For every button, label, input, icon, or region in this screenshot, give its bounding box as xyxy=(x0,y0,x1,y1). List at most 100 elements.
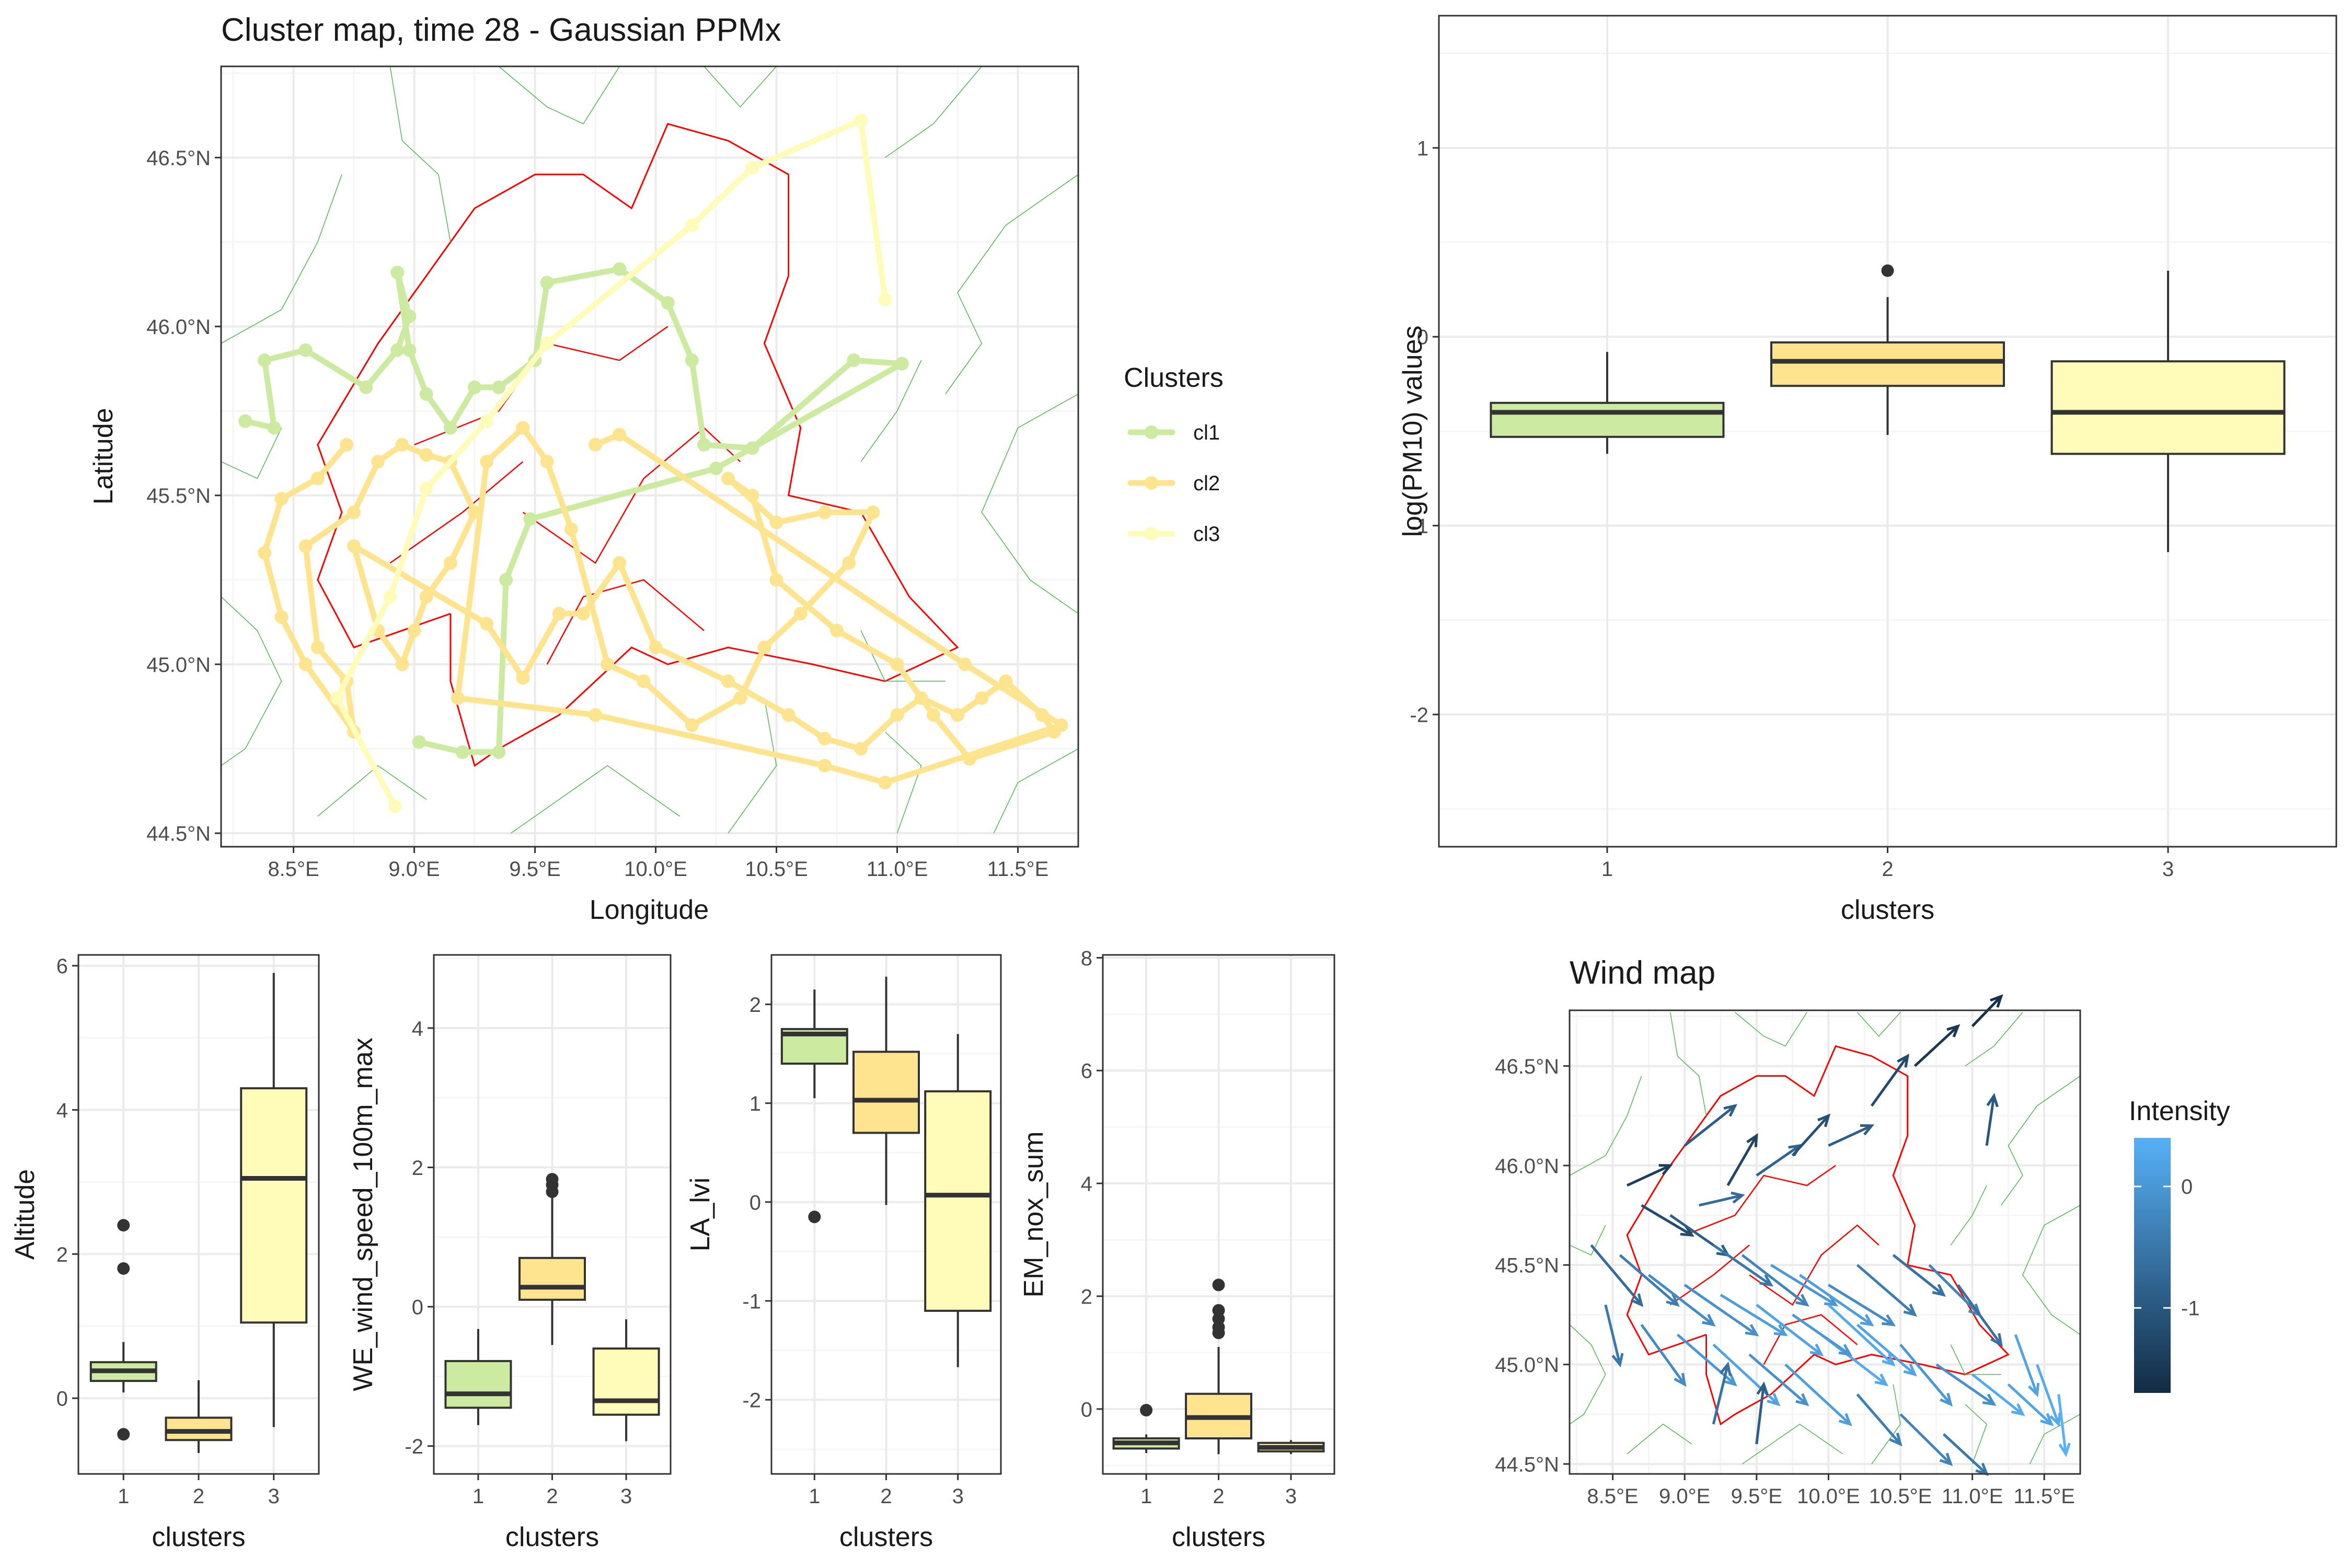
province-border-green xyxy=(1627,1423,1692,1455)
arrow-shaft xyxy=(1748,1353,1808,1405)
x-tick-label: 3 xyxy=(1285,1485,1297,1508)
arrow-head xyxy=(1756,1381,1769,1396)
y-tick-label: 0 xyxy=(56,1388,68,1411)
outlier-point xyxy=(117,1219,130,1232)
wind-arrow xyxy=(1748,1353,1809,1406)
data-point xyxy=(613,428,627,442)
province-border xyxy=(1669,1244,1750,1306)
y-tick-label: 45.0°N xyxy=(1495,1354,1559,1377)
wind-arrow xyxy=(2014,1334,2040,1398)
arrow-shaft xyxy=(1627,1164,1671,1187)
data-point xyxy=(564,522,578,536)
wind-arrow xyxy=(1720,1294,1788,1336)
arrow-head xyxy=(1903,1304,1917,1317)
data-point xyxy=(793,607,808,621)
data-point xyxy=(847,353,861,367)
province-border xyxy=(522,426,741,564)
x-tick-label: 3 xyxy=(268,1485,280,1508)
province-border-green xyxy=(221,596,282,766)
data-point xyxy=(540,275,554,290)
data-point xyxy=(757,640,771,654)
x-axis-label: clusters xyxy=(1841,895,1934,925)
arrow-head xyxy=(1874,1373,1889,1387)
data-point xyxy=(492,745,506,759)
wind-arrow xyxy=(1798,1274,1874,1327)
box-1 xyxy=(1112,1404,1180,1454)
province-border-green xyxy=(1569,1076,1642,1176)
province-border-green xyxy=(389,66,451,243)
y-tick-label: 45.5°N xyxy=(1495,1254,1559,1277)
box-2 xyxy=(852,976,920,1205)
province-border-green xyxy=(221,174,342,344)
arrow-head xyxy=(1903,1363,1917,1377)
data-point xyxy=(258,546,272,560)
box-body xyxy=(518,1256,586,1301)
box-body xyxy=(852,1051,920,1134)
y-axis-label: Latitude xyxy=(88,408,119,504)
y-axis-label: LA_lvi xyxy=(685,1178,716,1252)
province-border-green xyxy=(728,698,777,834)
box-2 xyxy=(165,1380,233,1454)
cluster-map-panel: 44.5°N 45.0°N 45.5°N 46.0°N 46.5°N 8.5°E 9.0°E… xyxy=(88,12,1224,925)
colorbar-label: 0 xyxy=(2181,1175,2193,1198)
colorbar-label: -1 xyxy=(2181,1297,2200,1320)
data-point xyxy=(330,691,344,705)
arrow-head xyxy=(1719,1362,1732,1376)
data-point xyxy=(890,657,904,671)
data-point xyxy=(468,381,482,395)
wind-arrow xyxy=(2007,1383,2054,1426)
arrow-head xyxy=(1817,1113,1831,1127)
data-point xyxy=(817,732,832,746)
data-point xyxy=(769,515,783,529)
data-point xyxy=(407,624,421,638)
outlier-point xyxy=(546,1185,559,1198)
box-body xyxy=(240,1087,308,1324)
x-tick-label: 1 xyxy=(1140,1485,1152,1508)
box-body xyxy=(592,1347,660,1416)
y-tick-label: -1 xyxy=(1410,515,1428,538)
y-tick-label: -1 xyxy=(742,1290,761,1313)
y-tick-label: -2 xyxy=(742,1389,761,1412)
x-tick-label: 9.5°E xyxy=(1731,1485,1782,1508)
arrow-head xyxy=(1702,1313,1716,1327)
data-point xyxy=(258,353,272,367)
legend-key-point xyxy=(1145,527,1158,540)
province-border-green xyxy=(2000,1075,2081,1206)
wind-arrow xyxy=(1741,1254,1809,1307)
x-axis-label: clusters xyxy=(839,1522,933,1552)
y-tick-label: 46.5°N xyxy=(146,147,211,170)
data-point xyxy=(492,381,506,395)
data-point xyxy=(419,387,433,401)
data-point xyxy=(267,421,281,435)
box-body xyxy=(924,1090,992,1312)
data-point xyxy=(878,776,892,790)
province-border xyxy=(389,461,524,564)
y-tick-label: 0 xyxy=(1417,326,1428,349)
data-point xyxy=(388,799,402,813)
data-point xyxy=(310,471,325,486)
arrow-head xyxy=(1838,1344,1853,1356)
data-point xyxy=(895,356,909,371)
x-tick-label: 2 xyxy=(1213,1485,1224,1508)
nox-boxplot-panel: 0 2 4 6 8 1 2 3 clusters EM_nox_sum xyxy=(1019,947,1335,1552)
y-tick-label: 4 xyxy=(1081,1173,1092,1196)
box-3 xyxy=(1257,1440,1325,1455)
series-line-cl1 xyxy=(242,266,905,755)
x-tick-label: 2 xyxy=(1882,858,1893,881)
arrow-head xyxy=(1838,1413,1852,1426)
data-point xyxy=(412,735,426,749)
data-point xyxy=(733,691,747,705)
arrow-shaft xyxy=(1770,1264,1837,1306)
data-point xyxy=(830,624,844,638)
data-point xyxy=(589,437,603,452)
legend-key-point xyxy=(1145,425,1158,439)
data-point xyxy=(854,113,868,128)
x-tick-label: 3 xyxy=(2162,858,2174,881)
data-point xyxy=(347,505,361,520)
arrow-shaft xyxy=(1699,1194,1743,1207)
x-tick-label: 11.5°E xyxy=(2013,1485,2075,1508)
outlier-point xyxy=(808,1210,821,1224)
wind-arrow xyxy=(1828,1124,1875,1147)
province-border-green xyxy=(981,394,1079,614)
y-tick-label: 0 xyxy=(1081,1398,1092,1421)
